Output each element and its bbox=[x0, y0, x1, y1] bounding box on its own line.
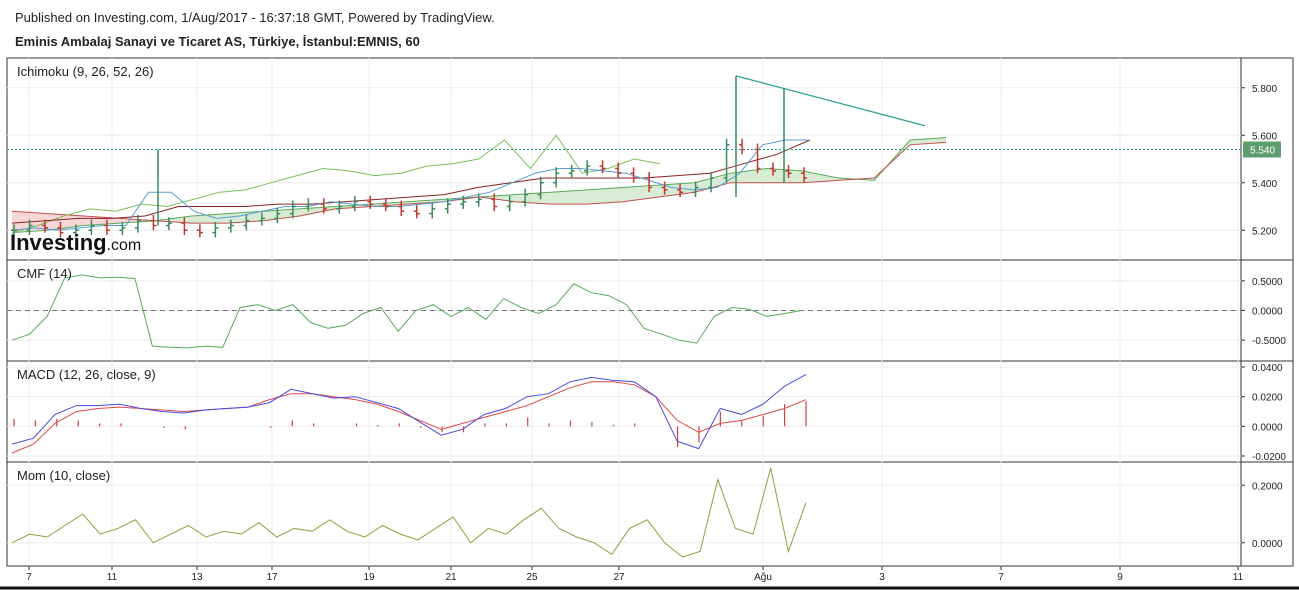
pane-title: MACD (12, 26, close, 9) bbox=[17, 367, 156, 382]
macd-line bbox=[11, 373, 807, 450]
cloud-segment bbox=[694, 173, 731, 193]
y-tick-label: 5.600 bbox=[1252, 131, 1277, 142]
chikou-span bbox=[11, 134, 661, 234]
y-tick-label: 0.0400 bbox=[1252, 363, 1283, 374]
senkou-span-a bbox=[11, 137, 947, 234]
cmf-line bbox=[11, 274, 803, 349]
logo-wordmark: Investing bbox=[10, 230, 107, 255]
x-tick-label: 7 bbox=[26, 572, 32, 583]
cloud-segment bbox=[263, 208, 300, 221]
cloud-segment bbox=[586, 187, 623, 205]
pane-title: Ichimoku (9, 26, 52, 26) bbox=[17, 64, 154, 79]
momentum-line bbox=[11, 467, 807, 558]
cloud-segment bbox=[802, 170, 839, 183]
investing-logo: Investing.com bbox=[10, 230, 141, 255]
x-tick-label: 3 bbox=[879, 572, 885, 583]
published-note: Published on Investing.com, 1/Aug/2017 -… bbox=[15, 10, 495, 25]
trend-line bbox=[735, 75, 926, 127]
pane-frames bbox=[0, 57, 1299, 590]
chart-frame bbox=[6, 57, 1294, 567]
pane-title: CMF (14) bbox=[17, 266, 72, 281]
cloud-segment bbox=[407, 199, 444, 205]
pane-title: Mom (10, close) bbox=[17, 468, 110, 483]
cloud-segment bbox=[227, 211, 264, 224]
svg-text:Investing.com: Investing.com bbox=[10, 230, 141, 255]
last-price-tag bbox=[1243, 141, 1281, 158]
chart-header: Published on Investing.com, 1/Aug/2017 -… bbox=[15, 8, 495, 52]
y-tick-label: 0.2000 bbox=[1252, 481, 1283, 492]
y-tick-label: -0.0200 bbox=[1252, 452, 1286, 463]
grid-lines bbox=[7, 58, 1241, 566]
y-tick-label: 0.0000 bbox=[1252, 539, 1283, 550]
tenkan-sen bbox=[11, 139, 808, 231]
logo-suffix: .com bbox=[107, 237, 142, 254]
x-tick-label: 9 bbox=[1117, 572, 1123, 583]
y-tick-label: 0.5000 bbox=[1252, 277, 1283, 288]
x-tick-label: 27 bbox=[613, 572, 625, 583]
x-tick-label: 7 bbox=[998, 572, 1004, 583]
symbol-title: Eminis Ambalaj Sanayi ve Ticaret AS, Tür… bbox=[15, 34, 420, 49]
x-tick-label: 19 bbox=[363, 572, 375, 583]
cloud-segment bbox=[550, 189, 587, 205]
last-price-label: 5.540 bbox=[1250, 146, 1275, 157]
cloud-segment bbox=[191, 213, 228, 224]
axes-layer: 7 11 13 17 19 21 25 27 Ağu 3 7 9 11 5.800 5.600 5.400 5.… bbox=[17, 64, 1286, 583]
y-tick-label: 5.400 bbox=[1252, 179, 1277, 190]
macd-signal-line bbox=[11, 381, 807, 454]
cloud-segment bbox=[371, 201, 408, 207]
y-tick-label: -0.5000 bbox=[1252, 336, 1286, 347]
x-tick-label: 13 bbox=[191, 572, 203, 583]
y-tick-label: 0.0000 bbox=[1252, 307, 1283, 318]
x-tick-label: 17 bbox=[266, 572, 278, 583]
x-tick-label: 25 bbox=[526, 572, 538, 583]
x-tick-label: 11 bbox=[107, 572, 118, 583]
cloud-segment bbox=[47, 213, 84, 231]
kijun-sen bbox=[11, 139, 811, 224]
y-tick-label: 5.200 bbox=[1252, 226, 1277, 237]
x-tick-label: 21 bbox=[445, 572, 457, 583]
y-tick-label: 0.0200 bbox=[1252, 393, 1283, 404]
plot-layer bbox=[7, 75, 1241, 558]
x-tick-label: Ağu bbox=[754, 572, 772, 583]
x-tick-label: 11 bbox=[1233, 572, 1244, 583]
cloud-segment bbox=[479, 194, 515, 202]
cloud-segment bbox=[155, 216, 192, 224]
y-tick-label: 0.0000 bbox=[1252, 422, 1283, 433]
y-tick-label: 5.800 bbox=[1252, 84, 1277, 95]
